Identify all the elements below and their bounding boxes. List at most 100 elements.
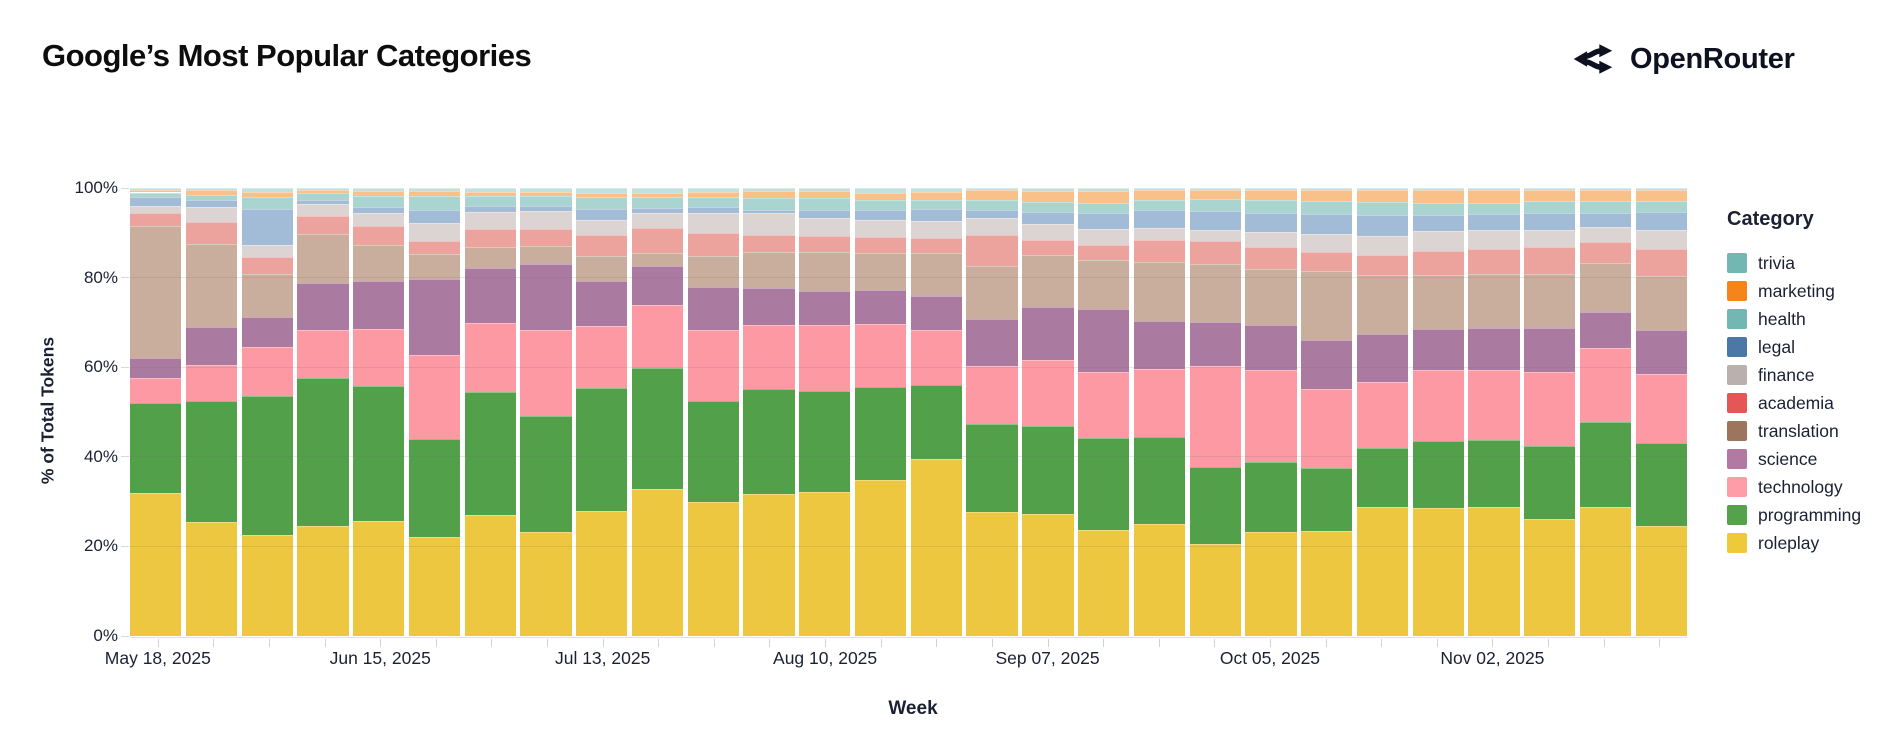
- legend-item-roleplay[interactable]: roleplay: [1727, 529, 1861, 557]
- bar-segment-academia[interactable]: [854, 236, 907, 254]
- bar-segment-finance[interactable]: [464, 211, 516, 229]
- legend-item-science[interactable]: science: [1727, 445, 1861, 473]
- bar-segment-technology[interactable]: [1579, 348, 1632, 422]
- bar-segment-science[interactable]: [297, 282, 349, 331]
- bar-segment-translation[interactable]: [1189, 264, 1241, 323]
- bar-segment-programming[interactable]: [1245, 461, 1297, 533]
- bar-segment-roleplay[interactable]: [353, 520, 405, 636]
- bar-segment-translation[interactable]: [799, 252, 851, 291]
- bar-segment-health[interactable]: [966, 200, 1018, 211]
- bar-segment-programming[interactable]: [1301, 468, 1353, 531]
- bar-segment-technology[interactable]: [1301, 389, 1353, 469]
- bar-segment-translation[interactable]: [408, 253, 461, 279]
- bar-segment-finance[interactable]: [799, 217, 851, 236]
- bar-segment-programming[interactable]: [799, 391, 851, 493]
- bar-segment-technology[interactable]: [854, 324, 907, 388]
- bar-segment-science[interactable]: [1189, 322, 1241, 367]
- bar-segment-roleplay[interactable]: [1189, 543, 1241, 636]
- bar-segment-roleplay[interactable]: [185, 521, 238, 636]
- bar-segment-technology[interactable]: [687, 330, 739, 402]
- bar-segment-programming[interactable]: [1022, 425, 1074, 514]
- bar-segment-trivia[interactable]: [576, 188, 628, 193]
- bar-segment-academia[interactable]: [1356, 254, 1409, 275]
- bar-segment-technology[interactable]: [910, 330, 962, 385]
- legend-item-health[interactable]: health: [1727, 305, 1861, 333]
- bar-segment-health[interactable]: [854, 200, 907, 211]
- bar-segment-translation[interactable]: [1078, 259, 1130, 309]
- bar-segment-translation[interactable]: [1356, 274, 1409, 334]
- bar-segment-academia[interactable]: [1412, 250, 1464, 276]
- bar-segment-marketing[interactable]: [1133, 190, 1186, 200]
- bar-segment-academia[interactable]: [185, 221, 238, 244]
- bar-segment-legal[interactable]: [1189, 210, 1241, 230]
- bar-segment-legal[interactable]: [966, 210, 1018, 219]
- bar-segment-programming[interactable]: [297, 378, 349, 527]
- bar-segment-health[interactable]: [910, 199, 962, 210]
- bar-segment-translation[interactable]: [1412, 275, 1464, 330]
- bar-segment-science[interactable]: [241, 317, 293, 348]
- bar-segment-roleplay[interactable]: [1579, 506, 1632, 636]
- bar-segment-finance[interactable]: [1524, 229, 1576, 248]
- bar-segment-finance[interactable]: [687, 213, 739, 233]
- bar-segment-translation[interactable]: [687, 255, 739, 288]
- bar-segment-marketing[interactable]: [130, 190, 182, 193]
- bar-segment-health[interactable]: [799, 197, 851, 210]
- bar-segment-programming[interactable]: [910, 384, 962, 459]
- bar-segment-legal[interactable]: [130, 196, 182, 206]
- legend-item-legal[interactable]: legal: [1727, 333, 1861, 361]
- bar-segment-science[interactable]: [966, 319, 1018, 366]
- bar-segment-science[interactable]: [631, 265, 684, 306]
- bar-segment-science[interactable]: [1412, 329, 1464, 371]
- bar-segment-health[interactable]: [1412, 203, 1464, 215]
- bar-segment-legal[interactable]: [576, 209, 628, 220]
- bar-segment-marketing[interactable]: [576, 192, 628, 197]
- bar-segment-marketing[interactable]: [910, 191, 962, 200]
- bar-segment-science[interactable]: [576, 281, 628, 326]
- bar-segment-academia[interactable]: [1245, 246, 1297, 269]
- bar-segment-trivia[interactable]: [1356, 188, 1409, 191]
- bar-segment-trivia[interactable]: [1301, 188, 1353, 191]
- bar-segment-trivia[interactable]: [631, 188, 684, 193]
- bar-segment-roleplay[interactable]: [799, 492, 851, 636]
- bar-segment-legal[interactable]: [1635, 211, 1687, 231]
- bar-segment-academia[interactable]: [1189, 241, 1241, 265]
- bar-segment-technology[interactable]: [1133, 368, 1186, 438]
- bar-segment-science[interactable]: [1301, 340, 1353, 390]
- bar-segment-health[interactable]: [687, 196, 739, 208]
- legend-item-translation[interactable]: translation: [1727, 417, 1861, 445]
- bar-segment-technology[interactable]: [1078, 371, 1130, 438]
- bar-segment-science[interactable]: [1133, 320, 1186, 369]
- bar-segment-roleplay[interactable]: [966, 511, 1018, 636]
- bar-segment-marketing[interactable]: [1579, 190, 1632, 201]
- bar-segment-programming[interactable]: [1356, 448, 1409, 508]
- bar-segment-translation[interactable]: [1245, 268, 1297, 325]
- bar-segment-finance[interactable]: [130, 205, 182, 213]
- legend-item-academia[interactable]: academia: [1727, 389, 1861, 417]
- bar-segment-health[interactable]: [576, 196, 628, 210]
- bar-segment-roleplay[interactable]: [1301, 530, 1353, 636]
- bar-segment-legal[interactable]: [464, 206, 516, 212]
- bar-segment-finance[interactable]: [353, 212, 405, 226]
- bar-segment-finance[interactable]: [1245, 232, 1297, 247]
- bar-segment-academia[interactable]: [520, 229, 572, 247]
- bar-segment-programming[interactable]: [520, 416, 572, 532]
- bar-segment-trivia[interactable]: [464, 188, 516, 192]
- bar-segment-trivia[interactable]: [966, 188, 1018, 191]
- bar-segment-technology[interactable]: [241, 347, 293, 397]
- bar-segment-finance[interactable]: [408, 222, 461, 241]
- bar-segment-academia[interactable]: [1301, 251, 1353, 272]
- bar-segment-health[interactable]: [631, 196, 684, 209]
- bar-segment-roleplay[interactable]: [297, 526, 349, 636]
- bar-segment-marketing[interactable]: [408, 191, 461, 197]
- bar-segment-programming[interactable]: [1189, 466, 1241, 544]
- bar-segment-legal[interactable]: [1133, 210, 1186, 228]
- bar-segment-health[interactable]: [1078, 202, 1130, 213]
- bar-segment-programming[interactable]: [743, 389, 795, 494]
- bar-segment-trivia[interactable]: [297, 188, 349, 191]
- bar-segment-legal[interactable]: [520, 206, 572, 212]
- bar-segment-marketing[interactable]: [464, 191, 516, 197]
- bar-segment-academia[interactable]: [1468, 248, 1520, 275]
- bar-segment-trivia[interactable]: [1133, 188, 1186, 191]
- bar-segment-roleplay[interactable]: [408, 536, 461, 636]
- bar-segment-translation[interactable]: [631, 252, 684, 266]
